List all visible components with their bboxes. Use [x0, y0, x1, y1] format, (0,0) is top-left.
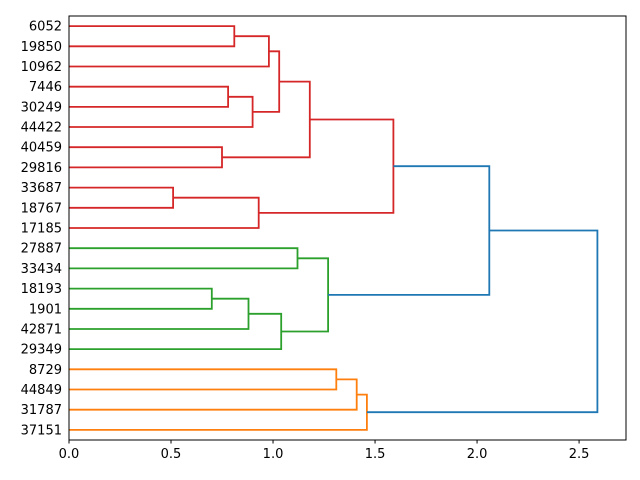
leaf-label-8729: 8729 — [29, 363, 62, 378]
dendrogram-link-A — [69, 25, 236, 48]
dendrogram-link-F — [69, 146, 223, 169]
dendrogram-link-H — [69, 186, 174, 209]
leaf-label-42871: 42871 — [21, 322, 62, 337]
leaf-label-30249: 30249 — [21, 100, 62, 115]
leaf-label-33687: 33687 — [21, 181, 62, 196]
leaf-label-18193: 18193 — [21, 282, 62, 297]
dendrogram-link-I — [69, 196, 260, 229]
dendrogram-link-G — [222, 80, 311, 159]
dendrogram-link-S — [328, 165, 491, 296]
x-tick-label: 2.5 — [569, 447, 590, 462]
dendrogram-link-T — [366, 229, 599, 414]
leaf-label-27887: 27887 — [21, 242, 62, 257]
plot-border — [68, 15, 627, 441]
x-tick-label: 2.0 — [467, 447, 488, 462]
leaf-label-31787: 31787 — [21, 403, 62, 418]
leaf-label-10962: 10962 — [21, 60, 62, 75]
leaf-label-29349: 29349 — [21, 343, 62, 358]
leaf-label-33434: 33434 — [21, 262, 62, 277]
leaf-labels: 6052 19850 10962 7446 30249 44422 40459 29816 33… — [21, 20, 62, 439]
leaf-label-29816: 29816 — [21, 161, 62, 176]
x-tick-label: 0.5 — [161, 447, 182, 462]
x-tick-label: 0.0 — [59, 447, 80, 462]
leaf-label-1901: 1901 — [29, 302, 62, 317]
leaf-label-18767: 18767 — [21, 201, 62, 216]
dendrogram-links — [69, 25, 599, 431]
dendrogram-link-D — [69, 95, 254, 128]
dendrogram-link-J — [258, 118, 395, 214]
leaf-label-40459: 40459 — [21, 141, 62, 156]
dendrogram-link-K — [69, 247, 299, 270]
leaf-label-6052: 6052 — [29, 20, 62, 35]
dendrogram-link-M — [69, 297, 250, 330]
dendrogram-link-L — [69, 287, 213, 310]
dendrogram-link-Q — [69, 378, 358, 411]
leaf-label-44422: 44422 — [21, 121, 62, 136]
x-axis: 0.0 0.5 1.0 1.5 2.0 2.5 — [59, 440, 590, 462]
leaf-label-37151: 37151 — [21, 423, 62, 438]
leaf-label-19850: 19850 — [21, 40, 62, 55]
x-tick-label: 1.0 — [263, 447, 284, 462]
leaf-label-7446: 7446 — [29, 80, 62, 95]
dendrogram-link-P — [69, 368, 338, 391]
leaf-label-44849: 44849 — [21, 383, 62, 398]
dendrogram-link-B — [69, 35, 270, 68]
dendrogram-link-E — [252, 50, 281, 113]
leaf-label-17185: 17185 — [21, 222, 62, 237]
x-tick-label: 1.5 — [365, 447, 386, 462]
dendrogram-link-C — [69, 85, 229, 108]
dendrogram-link-R — [69, 393, 368, 431]
plot-spines — [68, 15, 627, 441]
